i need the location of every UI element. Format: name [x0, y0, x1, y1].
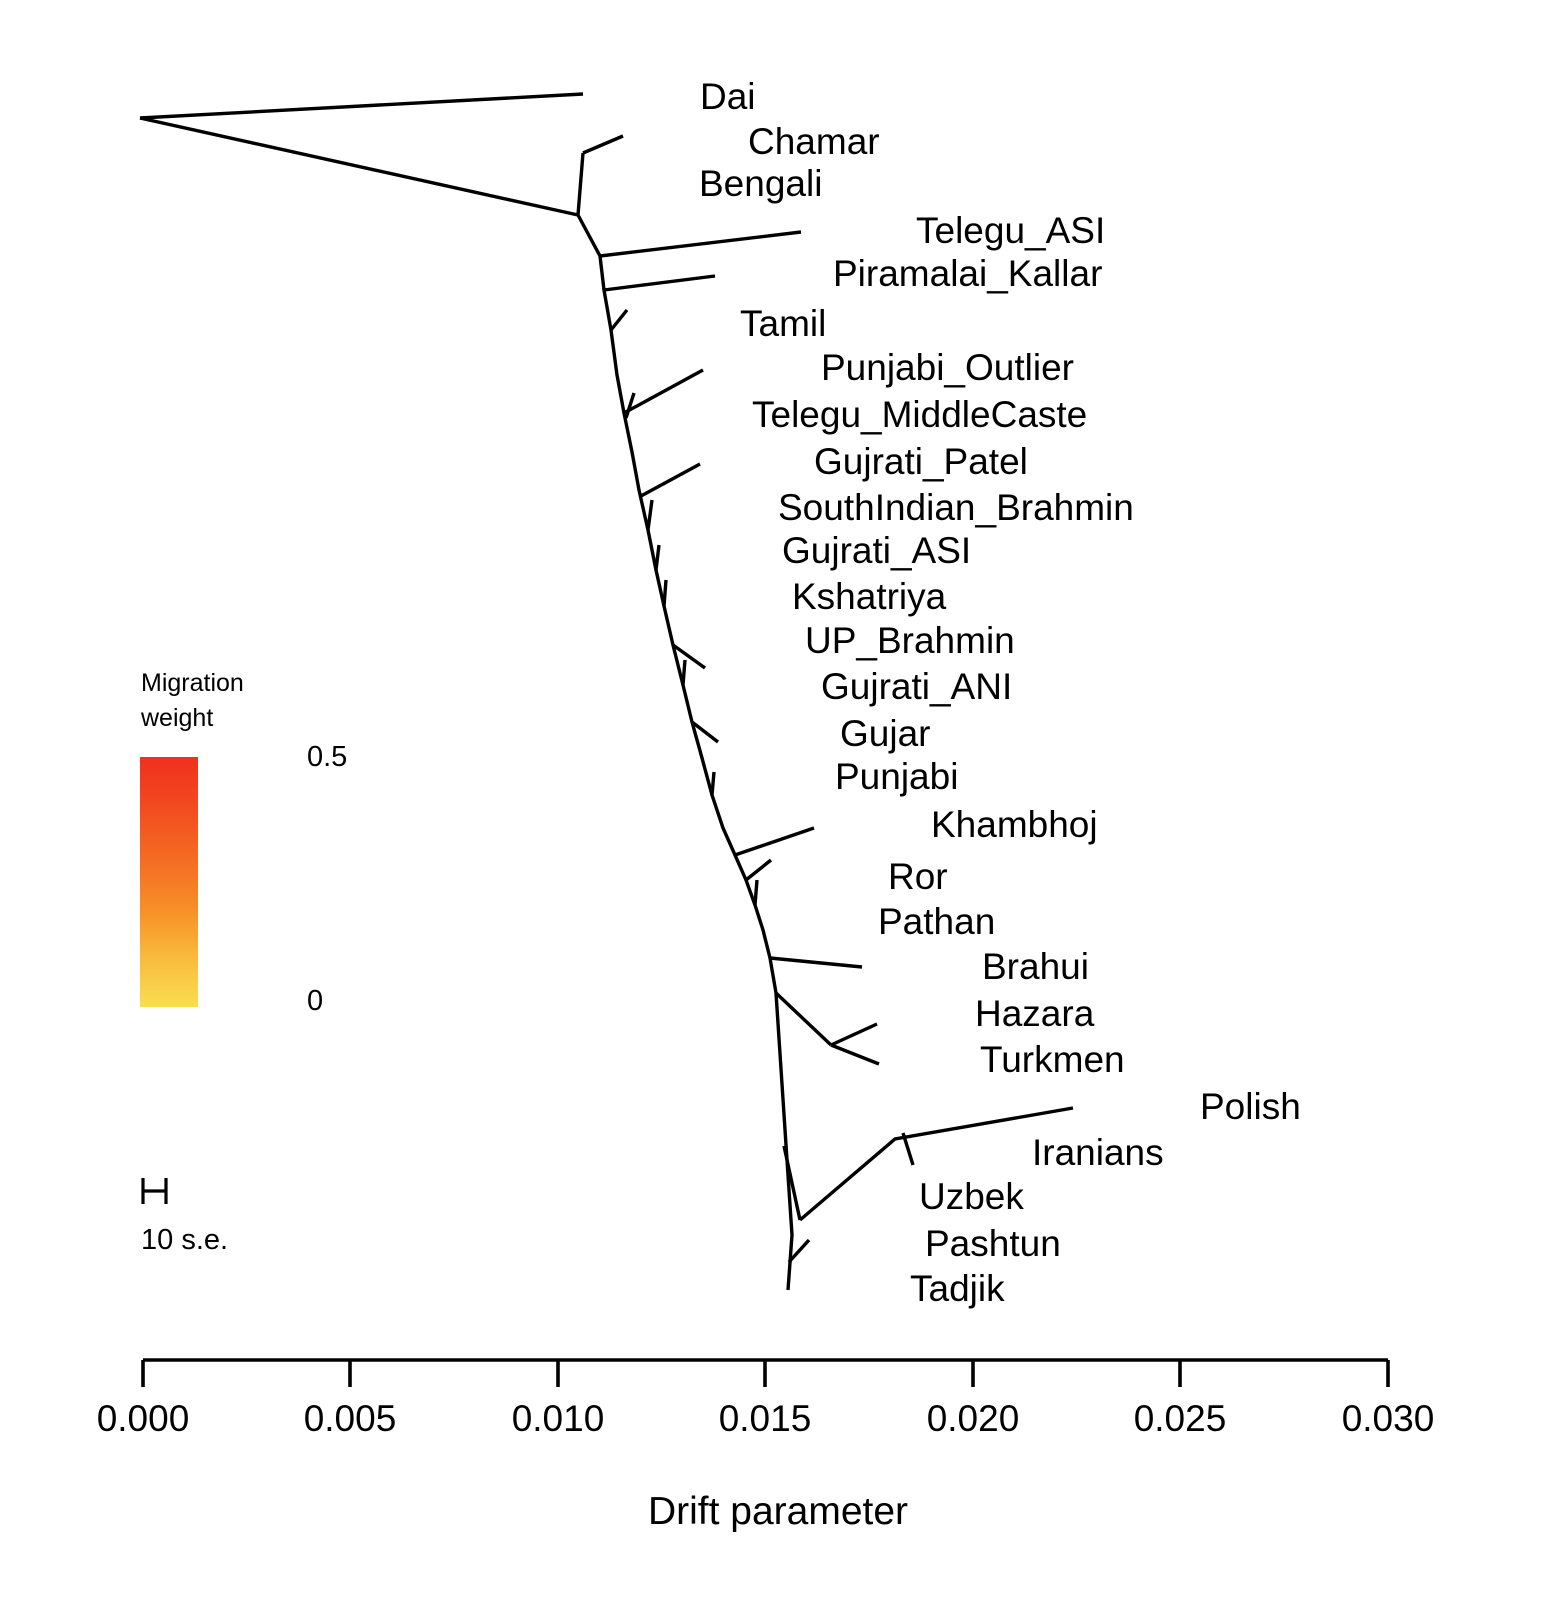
tip-label-kshatriya: Kshatriya — [792, 576, 947, 617]
axis-tick-label-2: 0.010 — [511, 1398, 605, 1439]
branch-brahui-stem — [769, 956, 863, 969]
branch-polish-iranians-stem — [798, 1106, 1074, 1222]
tip-label-iranians: Iranians — [1032, 1132, 1164, 1173]
tip-label-southindian-brahmin: SouthIndian_Brahmin — [778, 487, 1134, 528]
x-axis — [141, 1358, 1390, 1387]
tip-label-gujrati-ani: Gujrati_ANI — [821, 666, 1013, 707]
tip-label-piramalai-kallar: Piramalai_Kallar — [833, 253, 1103, 294]
branch-root-to-ingroup — [139, 116, 579, 217]
tip-label-gujrati-patel: Gujrati_Patel — [814, 441, 1028, 482]
axis-tick-label-0: 0.000 — [96, 1398, 190, 1439]
axis-tick-label-1: 0.005 — [303, 1398, 397, 1439]
tip-label-turkmen: Turkmen — [980, 1039, 1125, 1080]
tip-label-tamil: Tamil — [740, 303, 827, 344]
branch-to-piramalai-kallar — [603, 274, 716, 292]
branch-chamar-bengali-stem — [576, 152, 585, 216]
tip-label-dai: Dai — [700, 76, 756, 117]
scalebar-glyph — [141, 1178, 168, 1204]
legend-title-line2: weight — [141, 704, 214, 732]
branch-to-punjabi — [710, 771, 716, 796]
branch-to-up-brahmin — [672, 643, 706, 670]
migration-weight-colorbar — [140, 757, 198, 1007]
branch-to-pashtun — [787, 1238, 811, 1264]
branch-to-gujrati-patel — [640, 462, 701, 498]
branch-hazarturk-stem — [774, 991, 833, 1047]
branch-root-to-dai — [139, 92, 584, 120]
branch-to-hazara — [830, 1022, 878, 1047]
branch-to-turkmen — [830, 1043, 880, 1066]
tip-label-hazara: Hazara — [975, 993, 1095, 1034]
tip-label-gujar: Gujar — [840, 713, 931, 754]
tip-label-ror: Ror — [888, 856, 948, 897]
axis-tick-label-4: 0.020 — [926, 1398, 1020, 1439]
branch-to-gujar — [690, 720, 720, 744]
branch-to-punjabi-outlier — [623, 368, 704, 415]
tip-label-brahui: Brahui — [982, 946, 1089, 987]
branch-to-tamil — [609, 308, 629, 332]
trunk-bottom — [774, 992, 794, 1291]
scalebar-label: 10 s.e. — [141, 1224, 229, 1256]
tip-label-telegu-middlecaste: Telegu_MiddleCaste — [752, 394, 1088, 435]
branch-to-telegu-middlecaste — [624, 392, 636, 419]
tip-label-polish: Polish — [1200, 1086, 1301, 1127]
branch-to-gujrati-asi — [654, 544, 661, 571]
tip-label-telegu-asi: Telegu_ASI — [916, 210, 1106, 251]
branch-to-ror — [744, 858, 773, 882]
tip-label-pashtun: Pashtun — [925, 1223, 1061, 1264]
axis-tick-label-3: 0.015 — [718, 1398, 812, 1439]
tip-label-gujrati-asi: Gujrati_ASI — [782, 530, 972, 571]
legend-min-label: 0 — [307, 985, 324, 1017]
branch-to-chamar — [582, 134, 624, 155]
branch-to-kshatriya — [662, 579, 668, 607]
branch-to-southindian-brahmin — [646, 499, 654, 531]
tip-label-chamar: Chamar — [748, 121, 880, 162]
branch-uzbek-split — [782, 1145, 802, 1221]
tip-label-up-brahmin: UP_Brahmin — [805, 620, 1015, 661]
legend-max-label: 0.5 — [307, 741, 348, 773]
branch-to-khambhoj — [734, 826, 815, 857]
tip-label-uzbek: Uzbek — [919, 1176, 1024, 1217]
branch-to-telegu-asi — [599, 230, 802, 258]
axis-tick-label-6: 0.030 — [1341, 1398, 1435, 1439]
tip-label-punjabi-outlier: Punjabi_Outlier — [821, 347, 1074, 388]
tip-label-tadjik: Tadjik — [910, 1268, 1005, 1309]
branch-to-pathan — [753, 879, 759, 906]
legend-title-line1: Migration — [141, 669, 244, 697]
branch-to-gujrati-ani — [681, 659, 687, 686]
axis-title: Drift parameter — [647, 1490, 909, 1533]
tip-label-khambhoj: Khambhoj — [931, 804, 1098, 845]
tip-label-bengali: Bengali — [699, 163, 823, 204]
tip-label-punjabi: Punjabi — [835, 756, 959, 797]
tip-label-pathan: Pathan — [878, 901, 996, 942]
branch-to-iranians — [901, 1132, 915, 1166]
axis-tick-label-5: 0.025 — [1133, 1398, 1227, 1439]
